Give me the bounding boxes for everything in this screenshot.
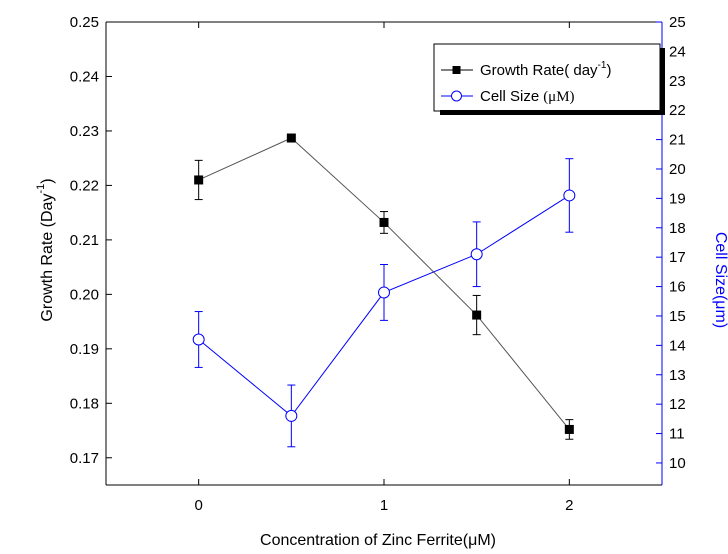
right-tick-label: 23 bbox=[669, 73, 686, 90]
legend-growth-marker bbox=[452, 66, 461, 74]
x-tick-label: 0 bbox=[194, 497, 202, 514]
right-tick-label: 20 bbox=[669, 161, 686, 178]
series-layer bbox=[192, 133, 576, 448]
cell-size-point bbox=[563, 189, 576, 202]
growth-rate-point bbox=[564, 424, 574, 434]
left-tick-label: 0.21 bbox=[70, 232, 99, 249]
growth-rate-point bbox=[472, 310, 482, 320]
right-tick-label: 14 bbox=[669, 337, 686, 354]
left-axis-label: Growth Rate (Day-1) bbox=[35, 178, 56, 321]
legend-shadow-right bbox=[660, 48, 665, 115]
left-axis-label-close: ) bbox=[39, 178, 56, 183]
right-axis-label: Cell Size(μm) bbox=[712, 232, 728, 328]
right-tick-label: 24 bbox=[669, 43, 686, 60]
right-axis-ticks: 10 11 12 13 14 15 16 17 18 19 20 21 22 23 24 25 bbox=[656, 14, 686, 472]
legend-growth-label: Growth Rate( day-1) bbox=[480, 60, 611, 79]
legend-cellsize-marker bbox=[451, 90, 462, 102]
x-axis-label: Concentration of Zinc Ferrite(μM) bbox=[260, 532, 496, 549]
left-axis-label-main: Growth Rate (Day bbox=[39, 194, 56, 322]
legend: Growth Rate( day-1) Cell Size (μM) bbox=[433, 43, 665, 115]
growth-rate-point bbox=[286, 133, 296, 143]
left-tick-label: 0.18 bbox=[70, 395, 99, 412]
cell-size-point bbox=[285, 409, 298, 422]
legend-shadow-bottom bbox=[440, 110, 665, 115]
right-tick-label: 13 bbox=[669, 367, 686, 384]
right-tick-label: 16 bbox=[669, 279, 686, 296]
right-tick-label: 21 bbox=[669, 132, 686, 149]
cell-size-point bbox=[470, 248, 483, 261]
left-tick-label: 0.20 bbox=[70, 286, 99, 303]
right-tick-label: 22 bbox=[669, 102, 686, 119]
growth-rate-point bbox=[379, 217, 389, 227]
left-tick-label: 0.22 bbox=[70, 177, 99, 194]
right-tick-label: 19 bbox=[669, 190, 686, 207]
left-axis-ticks: 0.17 0.18 0.19 0.20 0.21 0.22 0.23 0.24 0.25 bbox=[70, 14, 112, 467]
cell-size-point bbox=[378, 286, 390, 299]
x-tick-label: 2 bbox=[565, 497, 573, 514]
growth-rate-point bbox=[194, 175, 204, 185]
left-tick-label: 0.17 bbox=[70, 450, 99, 467]
right-tick-label: 10 bbox=[669, 455, 686, 472]
x-axis-ticks: 0 1 2 bbox=[194, 22, 574, 514]
right-tick-label: 15 bbox=[669, 308, 686, 325]
series-growth-rate bbox=[194, 133, 574, 440]
right-tick-label: 11 bbox=[669, 426, 685, 443]
right-tick-label: 25 bbox=[669, 14, 686, 31]
right-tick-label: 17 bbox=[669, 249, 686, 266]
left-tick-label: 0.19 bbox=[70, 341, 99, 358]
right-tick-label: 18 bbox=[669, 220, 686, 237]
series-cell-size bbox=[192, 158, 576, 448]
left-tick-label: 0.25 bbox=[70, 14, 99, 31]
left-tick-label: 0.23 bbox=[70, 123, 99, 140]
left-axis-label-superscript: -1 bbox=[35, 184, 47, 194]
cell-size-point bbox=[192, 333, 205, 346]
legend-cellsize-label: Cell Size (μM) bbox=[480, 88, 575, 105]
right-tick-label: 12 bbox=[669, 396, 686, 413]
x-tick-label: 1 bbox=[380, 497, 388, 514]
left-tick-label: 0.24 bbox=[70, 68, 99, 85]
